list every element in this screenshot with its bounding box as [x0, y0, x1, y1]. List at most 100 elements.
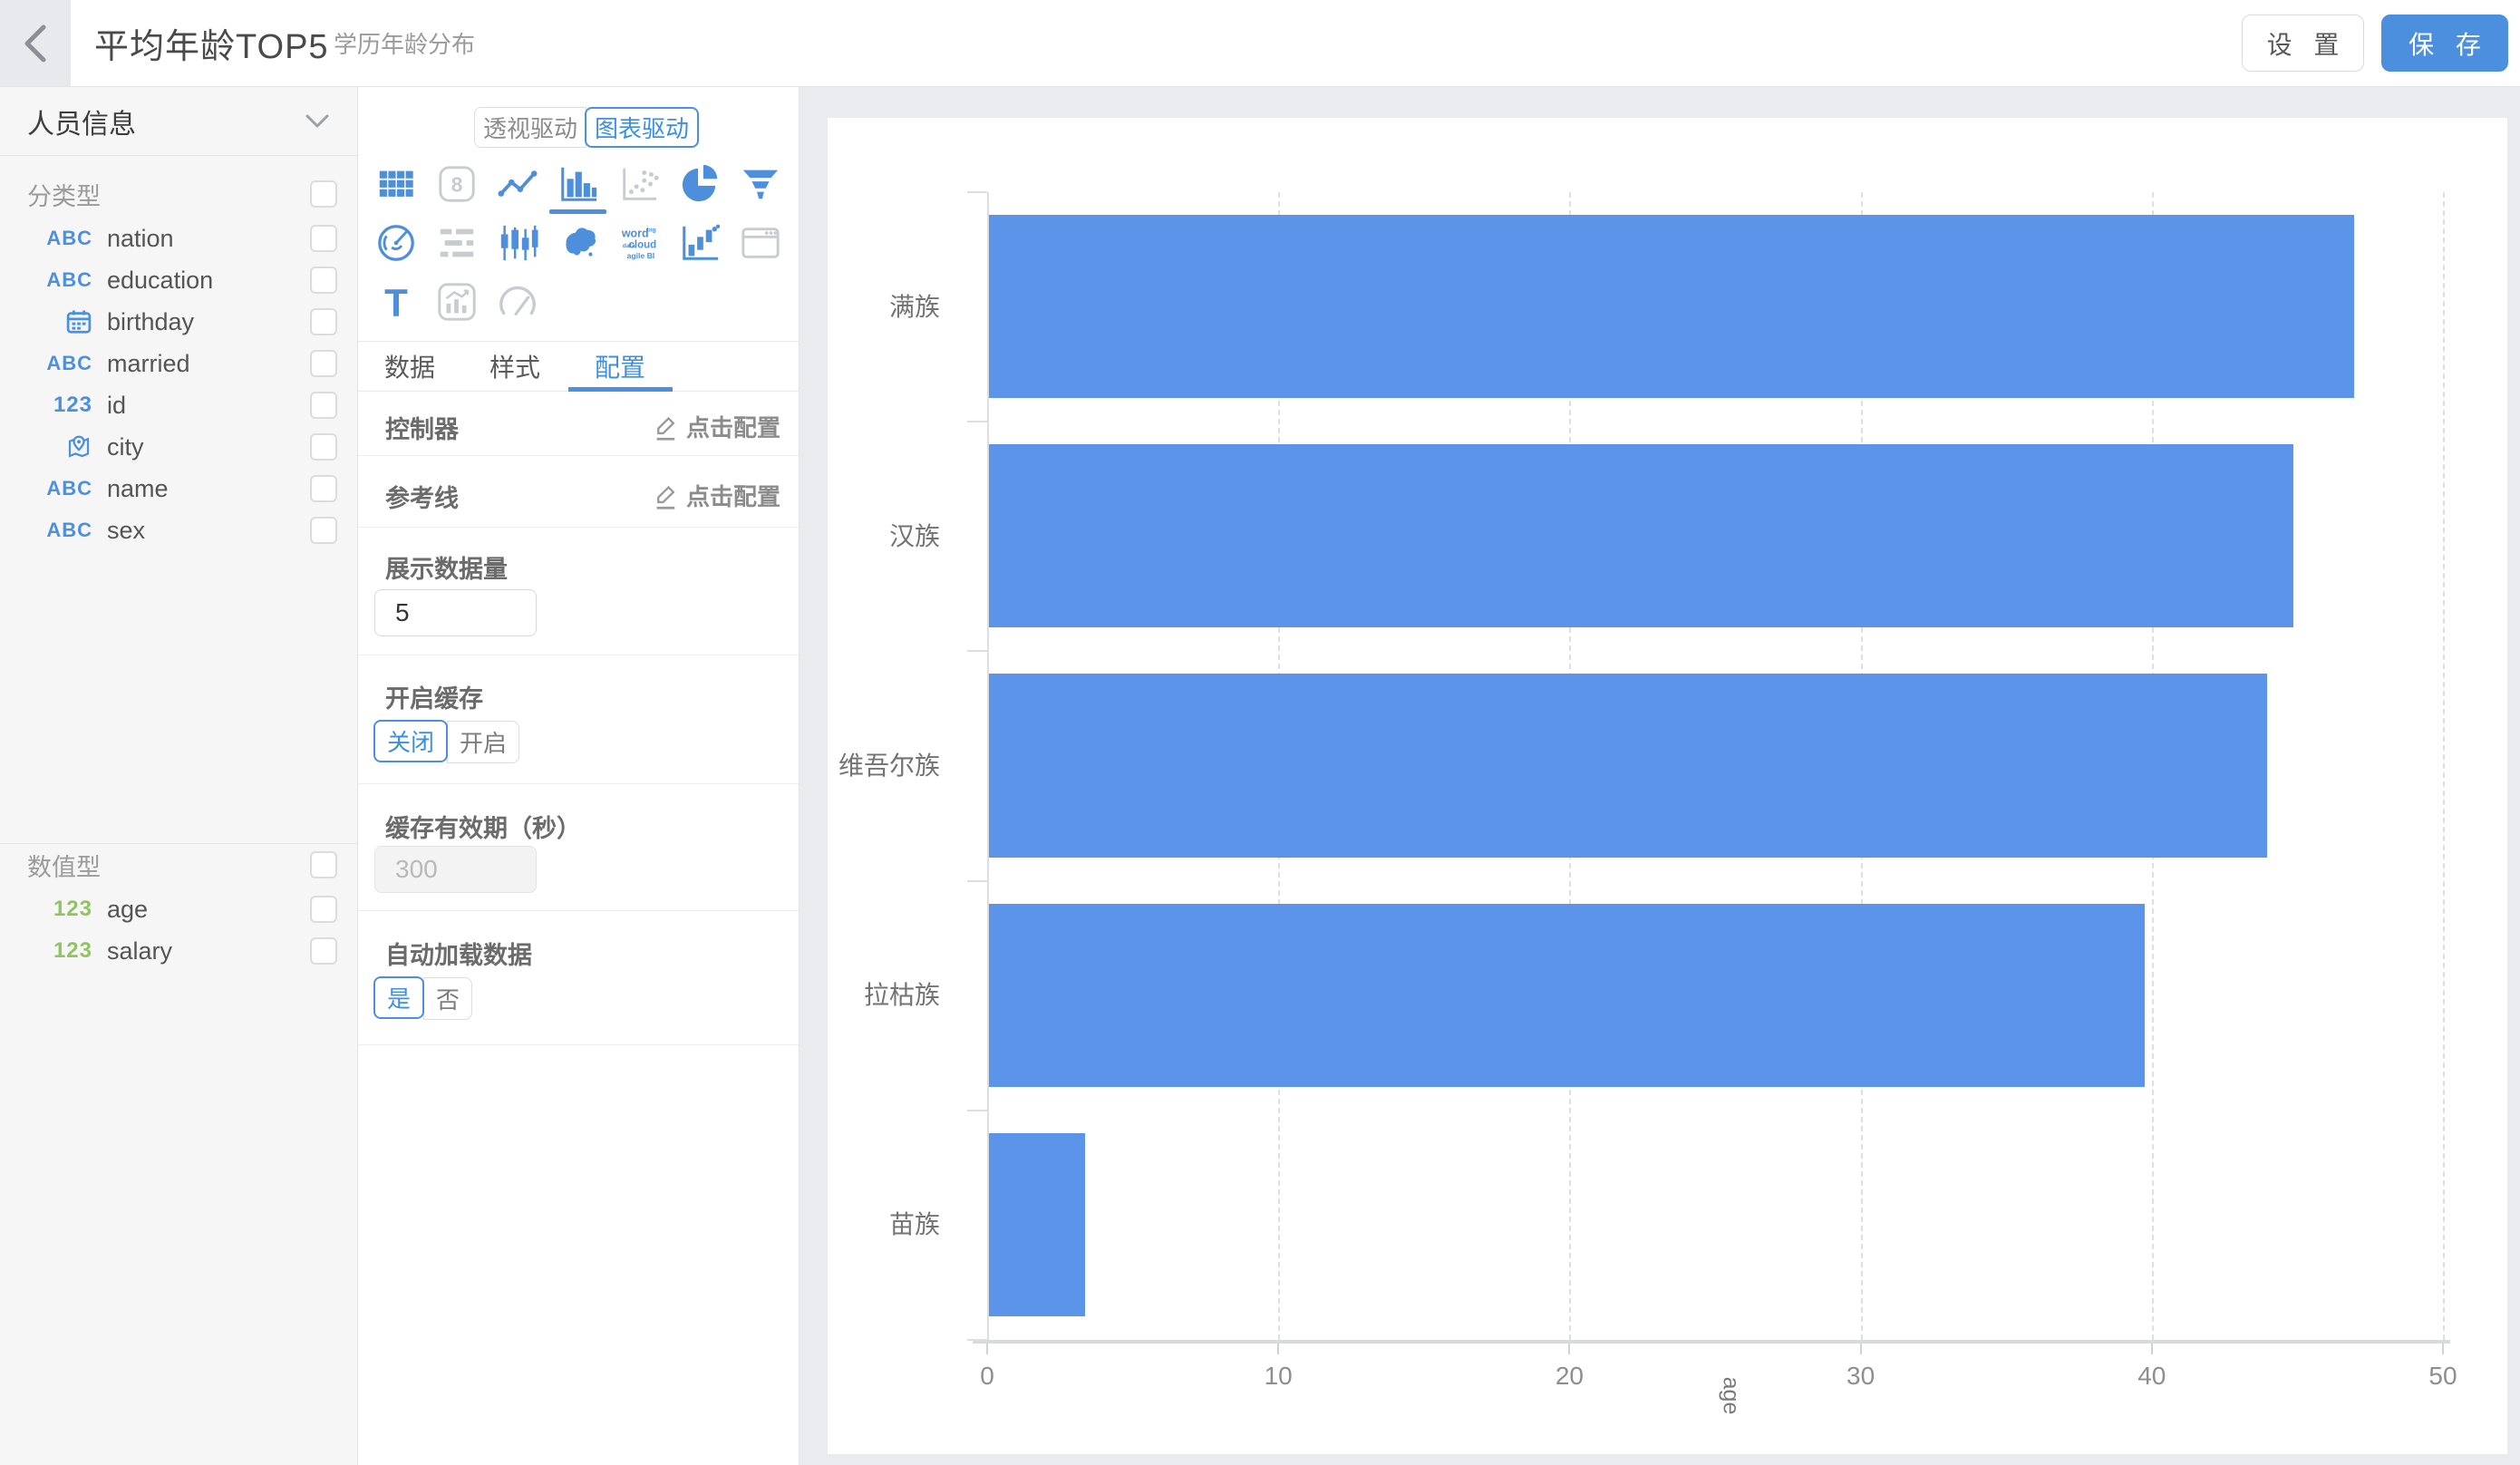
field-row-married[interactable]: ABC married — [0, 343, 357, 384]
controller-configure-link[interactable]: 点击配置 — [654, 410, 780, 443]
dataset-selector[interactable]: 人员信息 — [0, 87, 357, 156]
auto-load-toggle: 是否 — [373, 976, 473, 1020]
field-name: city — [107, 432, 144, 461]
funnel-chart-icon[interactable] — [730, 154, 790, 213]
option-开启[interactable]: 开启 — [447, 721, 520, 763]
field-checkbox-education[interactable] — [310, 267, 337, 294]
bar-拉枯族[interactable] — [989, 903, 2146, 1087]
numeric-field-list: 123 age 123 salary — [0, 888, 357, 972]
web-frame-icon[interactable] — [730, 213, 790, 272]
cache-label: 开启缓存 — [385, 685, 483, 713]
x-axis-title: age — [1718, 1376, 1744, 1415]
field-row-city[interactable]: city — [0, 426, 357, 468]
gauge-chart-icon[interactable] — [487, 272, 548, 331]
x-tick-label-10: 10 — [1264, 1362, 1293, 1390]
display-count-input[interactable] — [374, 589, 537, 636]
category-label-满族: 满族 — [888, 292, 940, 321]
mode-pivot-drive[interactable]: 透视驱动 — [474, 107, 587, 148]
candlestick-chart-icon[interactable] — [487, 213, 548, 272]
svg-text:T: T — [384, 281, 408, 323]
field-row-name[interactable]: ABC name — [0, 468, 357, 509]
save-button[interactable]: 保 存 — [2381, 15, 2508, 72]
categorical-field-list: ABC nation ABC education birthday ABC married 1… — [0, 218, 357, 551]
field-row-education[interactable]: ABC education — [0, 259, 357, 301]
field-row-age[interactable]: 123 age — [0, 888, 357, 930]
line-chart-icon[interactable] — [487, 154, 548, 213]
auto-load-row: 自动加载数据 是否 — [358, 911, 799, 1045]
tab-data[interactable]: 数据 — [384, 354, 436, 382]
field-name: name — [107, 474, 169, 502]
cache-row: 开启缓存 关闭 开启 — [358, 655, 799, 784]
y-axis-tick — [967, 1339, 987, 1341]
option-否[interactable]: 否 — [423, 977, 473, 1020]
svg-text:cloud: cloud — [628, 239, 656, 250]
auto-load-label: 自动加载数据 — [385, 942, 532, 969]
chevron-left-icon — [24, 24, 46, 62]
categorical-select-all-checkbox[interactable] — [310, 180, 337, 208]
field-row-sex[interactable]: ABC sex — [0, 509, 357, 551]
cache-ttl-input — [374, 846, 537, 893]
number-card-icon[interactable]: 8 — [426, 154, 487, 213]
bar-满族[interactable] — [989, 215, 2355, 399]
page-title: 平均年龄TOP5 — [94, 28, 329, 66]
y-axis-tick — [967, 1109, 987, 1111]
calendar-icon — [66, 310, 92, 334]
numeric-select-all-checkbox[interactable] — [310, 851, 337, 878]
bar-汉族[interactable] — [989, 444, 2293, 628]
field-checkbox-id[interactable] — [310, 392, 337, 419]
reference-line-configure-link[interactable]: 点击配置 — [654, 479, 780, 512]
option-是[interactable]: 是 — [373, 976, 425, 1019]
map-pin-icon — [68, 435, 90, 458]
field-row-nation[interactable]: ABC nation — [0, 218, 357, 259]
field-checkbox-name[interactable] — [310, 475, 337, 502]
field-name: age — [107, 895, 149, 923]
y-axis-tick — [967, 421, 987, 423]
option-关闭[interactable]: 关闭 — [373, 720, 449, 762]
field-checkbox-city[interactable] — [310, 433, 337, 461]
field-row-birthday[interactable]: birthday — [0, 301, 357, 343]
svg-text:data: data — [622, 242, 635, 248]
abc-text-icon: ABC — [46, 227, 92, 249]
settings-button[interactable]: 设 置 — [2242, 15, 2364, 72]
waterfall-chart-icon[interactable] — [669, 213, 730, 272]
bar-苗族[interactable] — [989, 1132, 1085, 1316]
x-axis-tick — [1859, 1344, 1862, 1354]
tab-config[interactable]: 配置 — [568, 342, 673, 392]
pie-chart-icon[interactable] — [669, 154, 730, 213]
field-row-salary[interactable]: 123 salary — [0, 930, 357, 972]
field-checkbox-birthday[interactable] — [310, 308, 337, 335]
svg-text:word: word — [620, 227, 648, 239]
bar-维吾尔族[interactable] — [989, 674, 2268, 858]
field-checkbox-married[interactable] — [310, 350, 337, 377]
x-axis-line — [973, 1340, 2450, 1344]
china-map-icon[interactable] — [548, 213, 608, 272]
tab-style[interactable]: 样式 — [489, 354, 541, 382]
field-checkbox-age[interactable] — [310, 896, 337, 923]
field-checkbox-salary[interactable] — [310, 937, 337, 965]
number-123-icon: 123 — [53, 938, 92, 963]
radar-chart-icon[interactable] — [365, 213, 426, 272]
mode-chart-drive[interactable]: 图表驱动 — [585, 107, 700, 148]
number-123-icon: 123 — [53, 393, 92, 417]
field-name: nation — [107, 224, 174, 252]
gantt-chart-icon[interactable] — [426, 213, 487, 272]
display-count-label: 展示数据量 — [385, 556, 508, 583]
x-axis-tick — [1277, 1344, 1280, 1354]
category-label-苗族: 苗族 — [888, 1210, 940, 1239]
back-button[interactable] — [0, 0, 71, 86]
table-chart-icon[interactable] — [365, 154, 426, 213]
x-tick-label-50: 50 — [2428, 1362, 2457, 1390]
x-tick-label-30: 30 — [1846, 1362, 1875, 1390]
field-row-id[interactable]: 123 id — [0, 384, 357, 426]
text-widget-icon[interactable]: T — [365, 272, 426, 331]
field-checkbox-sex[interactable] — [310, 517, 337, 544]
bar-chart-icon[interactable] — [548, 154, 608, 214]
field-checkbox-nation[interactable] — [310, 225, 337, 252]
dataset-name: 人员信息 — [27, 109, 136, 140]
categorical-section: 分类型 — [0, 178, 357, 210]
scatter-chart-icon[interactable] — [608, 154, 669, 213]
word-cloud-icon[interactable]: word big cloud data agile BI — [608, 213, 669, 272]
combo-chart-icon[interactable] — [426, 272, 487, 331]
x-axis-tick — [986, 1344, 988, 1354]
